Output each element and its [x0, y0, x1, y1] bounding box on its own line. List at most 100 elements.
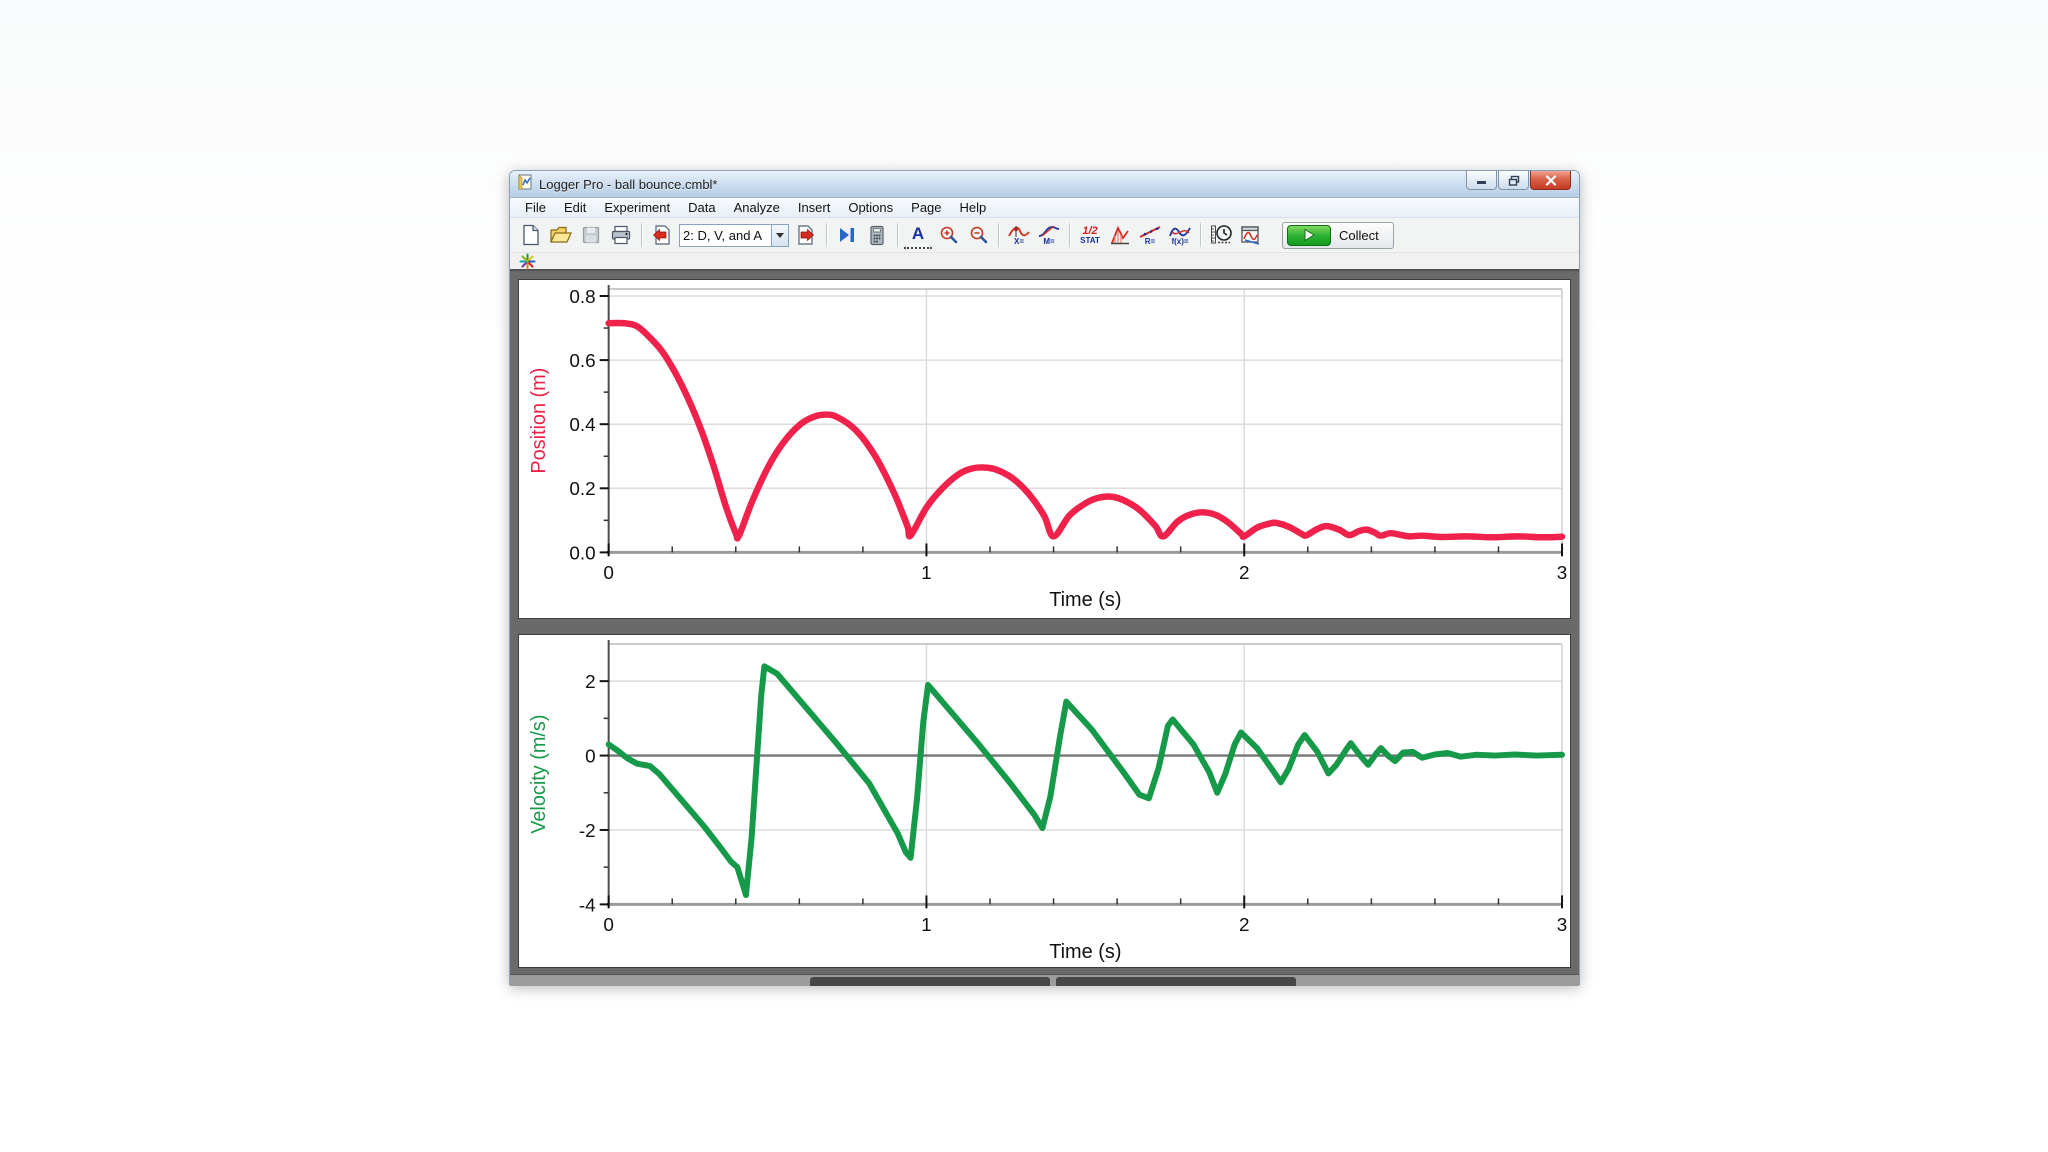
toolbar: 2: D, V, and A A	[510, 218, 1579, 253]
svg-text:Position (m): Position (m)	[528, 368, 550, 474]
printer-icon	[611, 225, 631, 245]
svg-text:-2: -2	[579, 821, 596, 842]
svg-text:0.8: 0.8	[569, 287, 595, 308]
svg-text:Time (s): Time (s)	[1049, 589, 1121, 611]
hidden-pane-stub[interactable]	[810, 977, 1050, 986]
svg-text:0.6: 0.6	[569, 351, 595, 372]
toolbar-separator	[641, 223, 642, 247]
menu-experiment[interactable]: Experiment	[604, 200, 671, 215]
page-selector[interactable]: 2: D, V, and A	[679, 223, 789, 247]
menu-edit[interactable]: Edit	[563, 200, 587, 215]
menu-analyze[interactable]: Analyze	[733, 200, 780, 215]
svg-text:2: 2	[1239, 563, 1250, 584]
menu-insert[interactable]: Insert	[797, 200, 831, 215]
next-page-button[interactable]	[792, 221, 820, 249]
svg-text:3: 3	[1557, 563, 1568, 584]
save-button[interactable]	[577, 221, 605, 249]
page-selector-value[interactable]: 2: D, V, and A	[679, 223, 772, 247]
open-file-button[interactable]	[547, 221, 575, 249]
linear-fit-icon	[1139, 225, 1161, 238]
zoom-in-icon	[940, 226, 957, 243]
minimize-button[interactable]	[1466, 171, 1497, 190]
previous-page-icon	[652, 225, 670, 245]
save-disk-icon	[582, 226, 600, 244]
svg-text:3: 3	[1557, 915, 1568, 936]
zoom-out-icon	[970, 226, 987, 243]
data-collection-clock-icon	[1210, 225, 1232, 244]
examine-icon	[1008, 226, 1030, 237]
statistics-label: STAT	[1080, 236, 1100, 245]
position-graph[interactable]: 0 1 2 3 0.0 0.2 0.4 0.6 0.8 Time (s) Position (m)	[518, 279, 1571, 619]
collect-button[interactable]: Collect	[1282, 221, 1394, 249]
svg-text:0.2: 0.2	[569, 479, 595, 500]
bottom-strip	[510, 974, 1579, 986]
svg-text:2: 2	[1239, 915, 1250, 936]
tangent-icon	[1038, 225, 1060, 237]
menu-data[interactable]: Data	[688, 200, 716, 215]
curve-fit-icon	[1169, 227, 1191, 236]
linear-fit-label: R=	[1144, 236, 1156, 246]
svg-text:0: 0	[585, 747, 596, 768]
menu-options[interactable]: Options	[848, 200, 894, 215]
tangent-button[interactable]: M=	[1035, 221, 1063, 249]
titlebar[interactable]: Logger Pro - ball bounce.cmbl*	[510, 171, 1579, 198]
window-title: Logger Pro - ball bounce.cmbl*	[539, 176, 718, 192]
chevron-down-icon	[776, 232, 784, 238]
autoscale-button[interactable]: A	[904, 221, 932, 249]
svg-text:0: 0	[603, 915, 614, 936]
previous-page-button[interactable]	[648, 221, 676, 249]
integral-button[interactable]	[1106, 221, 1134, 249]
svg-text:2: 2	[585, 672, 596, 693]
toolbar-separator	[1200, 223, 1201, 247]
svg-text:1: 1	[921, 563, 932, 584]
print-button[interactable]	[607, 221, 635, 249]
data-collection-button[interactable]	[1207, 221, 1235, 249]
activity-asterisk-icon	[519, 252, 536, 270]
svg-text:0.0: 0.0	[569, 543, 595, 564]
menu-help[interactable]: Help	[959, 200, 987, 215]
new-file-button[interactable]	[517, 221, 545, 249]
integral-icon	[1111, 225, 1129, 245]
collect-button-label: Collect	[1339, 227, 1379, 243]
graph-panel: 0 1 2 3 0.0 0.2 0.4 0.6 0.8 Time (s) Position (m) …	[510, 269, 1579, 974]
tangent-label: M=	[1043, 237, 1055, 246]
toolbar-separator	[826, 223, 827, 247]
statistics-button[interactable]: 1/2 STAT	[1076, 221, 1104, 249]
menubar: File Edit Experiment Data Analyze Insert…	[510, 198, 1579, 218]
page-indicator-strip	[510, 252, 1579, 270]
store-run-button[interactable]	[1237, 221, 1265, 249]
svg-text:0.4: 0.4	[569, 415, 595, 436]
step-playback-button[interactable]	[833, 221, 861, 249]
examine-button[interactable]: X=	[1005, 221, 1033, 249]
logger-pro-app-icon	[517, 173, 533, 195]
restore-button[interactable]	[1498, 171, 1529, 190]
next-page-icon	[798, 225, 815, 245]
page-selector-dropdown-button[interactable]	[772, 223, 789, 247]
zoom-out-button[interactable]	[964, 221, 992, 249]
toolbar-separator	[998, 223, 999, 247]
close-button[interactable]	[1530, 171, 1571, 190]
toolbar-separator	[1069, 223, 1070, 247]
menu-file[interactable]: File	[525, 200, 546, 215]
menu-page[interactable]: Page	[911, 200, 942, 215]
svg-text:1: 1	[921, 915, 932, 936]
zoom-in-button[interactable]	[934, 221, 962, 249]
restore-icon	[1508, 175, 1519, 186]
svg-text:-4: -4	[579, 895, 596, 916]
minimize-icon	[1477, 180, 1486, 184]
curve-fit-button[interactable]: f(x)=	[1166, 221, 1194, 249]
calculator-button[interactable]	[863, 221, 891, 249]
hidden-pane-stub[interactable]	[1056, 977, 1296, 986]
examine-label: X=	[1013, 237, 1024, 246]
collect-play-icon	[1287, 224, 1331, 246]
curve-fit-label: f(x)=	[1171, 236, 1189, 246]
svg-text:Velocity (m/s): Velocity (m/s)	[528, 715, 550, 834]
step-playback-icon	[840, 228, 854, 242]
linear-fit-button[interactable]: R=	[1136, 221, 1164, 249]
svg-text:Time (s): Time (s)	[1049, 941, 1121, 963]
velocity-graph[interactable]: 0 1 2 3 -4 -2 0 2 Time (s) Velocity (m/s)	[518, 634, 1571, 968]
store-run-icon	[1241, 225, 1260, 245]
statistics-fraction-label: 1/2	[1082, 225, 1098, 237]
new-file-icon	[523, 224, 539, 246]
